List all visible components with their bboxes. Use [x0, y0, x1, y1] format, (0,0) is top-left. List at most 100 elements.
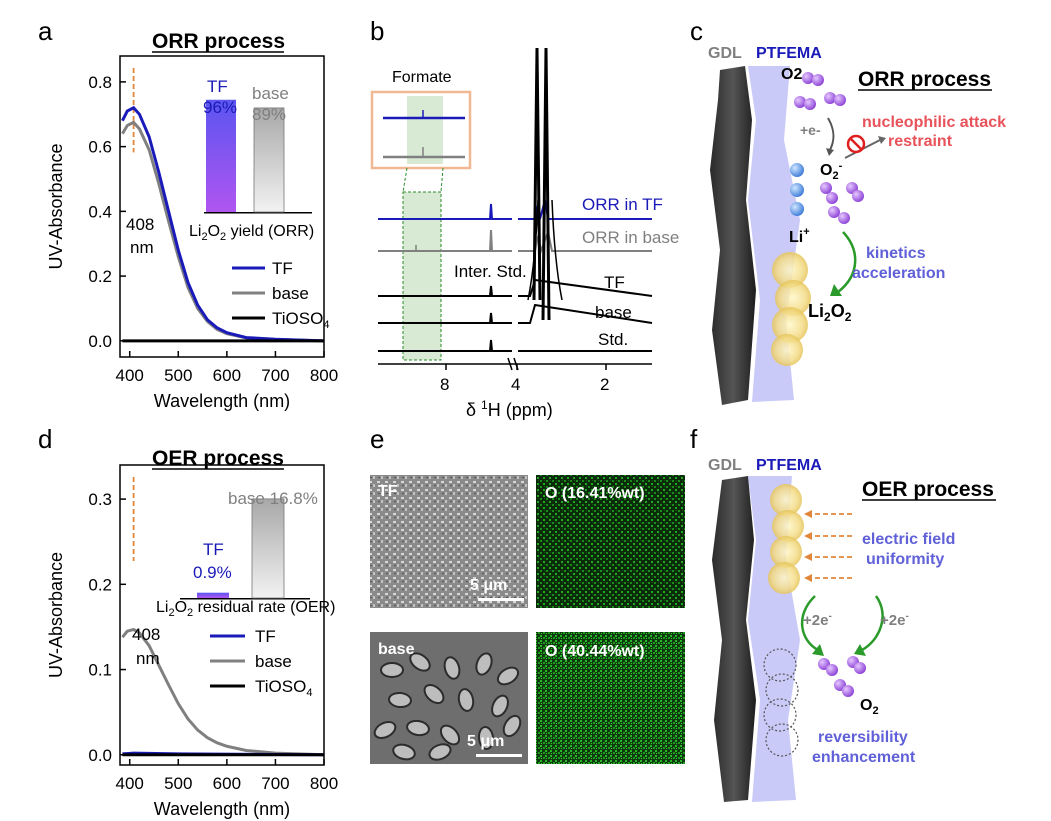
uv-chart-oer: 400 500 600 700 800 0.0 0.1 0.2 0.3 Wavelength (n…: [46, 464, 338, 819]
inset-tf-value: 96%: [203, 98, 237, 117]
edx-tf-label: O (16.41%wt): [545, 485, 645, 502]
inset-caption-orr: Li2O2 yield (ORR): [189, 223, 314, 243]
ptfema-layer-f: [748, 476, 800, 802]
uv-a-series-tf: [121, 105, 325, 343]
panel-letter-c: c: [690, 16, 703, 46]
kinetics-arrow: [837, 231, 857, 293]
legend-d-base: base: [255, 652, 292, 671]
kinetics-label-1: kinetics: [866, 245, 926, 262]
gdl-layer-c: [710, 66, 756, 405]
uv-a-ytick-label: 0.8: [88, 73, 112, 92]
uv-a-xtick-label: 800: [310, 366, 338, 385]
peak-label-d: 408: [132, 625, 160, 644]
sem-flake: [392, 743, 416, 761]
inset-d-tf-value: 0.9%: [193, 563, 232, 582]
inset-base-name: base: [252, 84, 289, 103]
legend-a-base: base: [272, 284, 309, 303]
inset-d-bar-tf: [197, 592, 229, 598]
uv-a-xtick-label: 700: [261, 366, 289, 385]
uv-d-ytick-label: 0.3: [88, 490, 112, 509]
peak-unit-d: nm: [136, 649, 160, 668]
superoxide-label-c: O2-: [820, 160, 843, 182]
uv-d-frame: [119, 464, 325, 766]
li-ions-c: [790, 163, 804, 216]
sem-base-flakes: [373, 652, 522, 761]
sem-flake: [409, 652, 431, 672]
o2-label-f: O2: [860, 697, 879, 717]
field-label-2: uniformity: [866, 551, 944, 568]
panel-e: e TF base O (16.41%wt) O (40.44%wt) 5 μm…: [370, 424, 685, 764]
legend-d-tf: TF: [255, 627, 276, 646]
uv-a-ytick-label: 0.6: [88, 138, 112, 157]
panel-letter-f: f: [690, 424, 698, 454]
formate-label: Formate: [392, 69, 452, 86]
inset-d-bar-base: [251, 498, 285, 599]
uv-d-series-base: [121, 627, 325, 757]
uv-d-ytick-label: 0.1: [88, 661, 112, 680]
electron-label-f-right: +2e-: [880, 611, 909, 629]
attack-label-1: nucleophilic attack: [862, 114, 1006, 131]
uv-a-ytick-label: 0.4: [88, 202, 112, 221]
field-arrows: [808, 513, 852, 579]
sem-flake: [380, 662, 404, 678]
uv-d-xtick-label: 800: [310, 774, 338, 793]
edx-map-tf: [536, 475, 685, 608]
panel-letter-a: a: [38, 16, 53, 46]
inset-bars-oer: [197, 498, 285, 599]
formate-region: [402, 191, 442, 361]
attack-label-2: restraint: [888, 133, 953, 150]
ptfema-label-c: PTFEMA: [756, 45, 822, 62]
inset-a-bar-base: [253, 107, 285, 213]
nmr-tick-8: 8: [440, 375, 449, 394]
li-label-c: Li+: [789, 226, 810, 246]
inset-d-tf-name: TF: [203, 540, 224, 559]
sem-flake: [406, 719, 430, 737]
panel-b: b 8 4 2 δ 1H (ppm) Formate: [370, 16, 679, 420]
inter-std-label: Inter. Std.: [454, 262, 527, 281]
kinetics-label-2: acceleration: [852, 265, 945, 282]
sem-flake: [428, 743, 452, 761]
inset-base-value: 89%: [252, 105, 286, 124]
sem-flake: [457, 688, 475, 712]
legend-d-tioso4: TiOSO4: [255, 677, 312, 699]
legend-a-tioso4: TiOSO4: [272, 309, 329, 331]
uv-d-ytick-label: 0.2: [88, 575, 112, 594]
trace-label-orr-tf: ORR in TF: [582, 195, 663, 214]
peak-label-a: 408: [126, 215, 154, 234]
inset-caption-oer: Li2O2 residual rate (OER): [156, 599, 335, 619]
panel-c-title: ORR process: [858, 68, 991, 91]
uv-a-ytick-label: 0.2: [88, 267, 112, 286]
uv-d-ylabel: UV-Absorbance: [46, 552, 66, 678]
ptfema-layer-c: [748, 66, 800, 402]
uv-a-xtick-label: 600: [213, 366, 241, 385]
scale-label-base: 5 μm: [467, 733, 504, 750]
nmr-tick-4: 4: [511, 375, 520, 394]
sem-flake: [423, 683, 445, 705]
inset-bars-orr: [206, 99, 285, 213]
gdl-layer-f: [712, 476, 756, 802]
reversibility-label-2: enhancement: [812, 749, 916, 766]
edx-base-label: O (40.44%wt): [545, 643, 645, 660]
uv-d-ytick-label: 0.0: [88, 746, 112, 765]
uv-d-xtick-label: 500: [164, 774, 192, 793]
panel-d: d OER process 400 500 600 700 800 0.0 0.1 0.2 0.…: [38, 424, 338, 819]
inset-tf-name: TF: [207, 77, 228, 96]
uv-chart-orr: 400 500 600 700 800 0.0 0.2 0.4 0.6 0.8 Wavelength…: [46, 55, 338, 411]
formate-inset-box: [370, 90, 472, 170]
uv-d-xtick-label: 600: [213, 774, 241, 793]
scale-label-tf: 5 μm: [470, 577, 507, 594]
sem-flake: [373, 721, 397, 739]
panel-letter-d: d: [38, 424, 52, 454]
sem-flake: [477, 726, 495, 750]
uv-a-ytick-label: 0.0: [88, 332, 112, 351]
trace-label-orr-base: ORR in base: [582, 228, 679, 247]
nmr-xlabel: δ 1H (ppm): [466, 398, 553, 420]
gdl-label-f: GDL: [708, 457, 742, 474]
o2-molecules-c: [794, 72, 864, 224]
inset-a-bar-tf: [206, 99, 236, 212]
li2o2-label-c: Li2O2: [808, 301, 852, 324]
nmr-solvent-peaks: [532, 47, 551, 321]
sem-flake: [475, 652, 493, 676]
reversibility-label-1: reversibility: [818, 729, 908, 746]
